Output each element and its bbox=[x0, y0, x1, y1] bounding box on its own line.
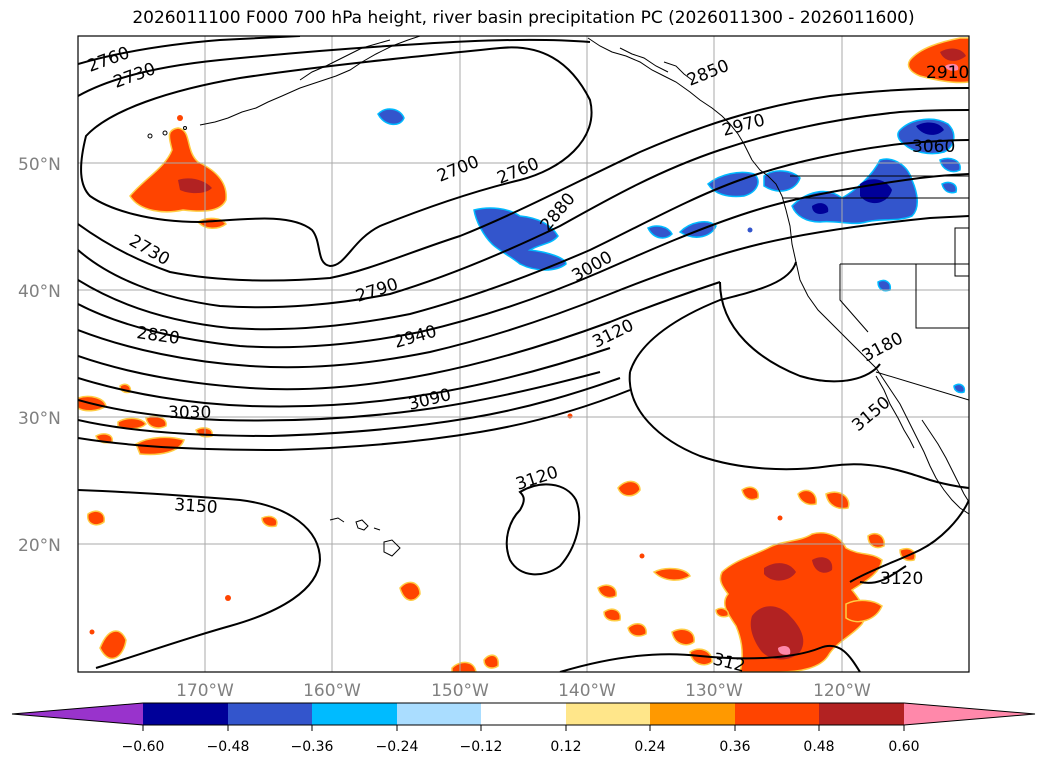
colorbar-extend-right bbox=[904, 703, 1035, 725]
colorbar-segment bbox=[735, 703, 819, 725]
contour-label: 3120 bbox=[880, 569, 923, 589]
colorbar-tick-label: −0.36 bbox=[291, 739, 334, 755]
colorbar-segment bbox=[312, 703, 397, 725]
colorbar-tick-label: 0.48 bbox=[803, 739, 834, 755]
lat-label: 30°N bbox=[18, 409, 61, 429]
lon-label: 120°W bbox=[813, 681, 871, 701]
longitude-labels: 170°W 160°W 150°W 140°W 130°W 120°W bbox=[176, 681, 871, 701]
colorbar-tick-label: 0.60 bbox=[888, 739, 919, 755]
colorbar-segment bbox=[650, 703, 735, 725]
lon-label: 140°W bbox=[558, 681, 616, 701]
contour-label: 2910 bbox=[926, 63, 969, 83]
colorbar-tick-label: −0.12 bbox=[460, 739, 503, 755]
lon-label: 130°W bbox=[685, 681, 743, 701]
colorbar-tick-label: −0.24 bbox=[376, 739, 419, 755]
colorbar: −0.60 −0.48 −0.36 −0.24 −0.12 0.12 0.24 … bbox=[11, 702, 1036, 755]
colorbar-tick-label: 0.24 bbox=[634, 739, 665, 755]
colorbar-tick-label: −0.48 bbox=[207, 739, 250, 755]
colorbar-segment bbox=[481, 703, 566, 725]
colorbar-tick-label: 0.12 bbox=[550, 739, 581, 755]
colorbar-segment bbox=[819, 703, 904, 725]
colorbar-extend-left bbox=[12, 703, 143, 725]
map-title: 2026011100 F000 700 hPa height, river ba… bbox=[132, 8, 915, 28]
lat-label: 20°N bbox=[18, 536, 61, 556]
lat-label: 40°N bbox=[18, 282, 61, 302]
latitude-labels: 50°N 40°N 30°N 20°N bbox=[18, 155, 61, 556]
colorbar-segment bbox=[566, 703, 650, 725]
contour-label: 3150 bbox=[174, 495, 219, 518]
lat-label: 50°N bbox=[18, 155, 61, 175]
colorbar-segment bbox=[143, 703, 228, 725]
negative-precip-areas bbox=[377, 108, 966, 394]
map-border bbox=[77, 35, 970, 673]
colorbar-tick-label: 0.36 bbox=[719, 739, 750, 755]
gridlines bbox=[78, 36, 969, 672]
colorbar-tick-label: −0.60 bbox=[122, 739, 165, 755]
contour-label: 3030 bbox=[168, 403, 211, 423]
lon-label: 170°W bbox=[176, 681, 234, 701]
contour-label: 3060 bbox=[912, 137, 955, 157]
colorbar-segment bbox=[397, 703, 481, 725]
lon-label: 150°W bbox=[431, 681, 489, 701]
colorbar-segment bbox=[228, 703, 312, 725]
height-contours bbox=[78, 36, 969, 672]
lon-label: 160°W bbox=[303, 681, 361, 701]
